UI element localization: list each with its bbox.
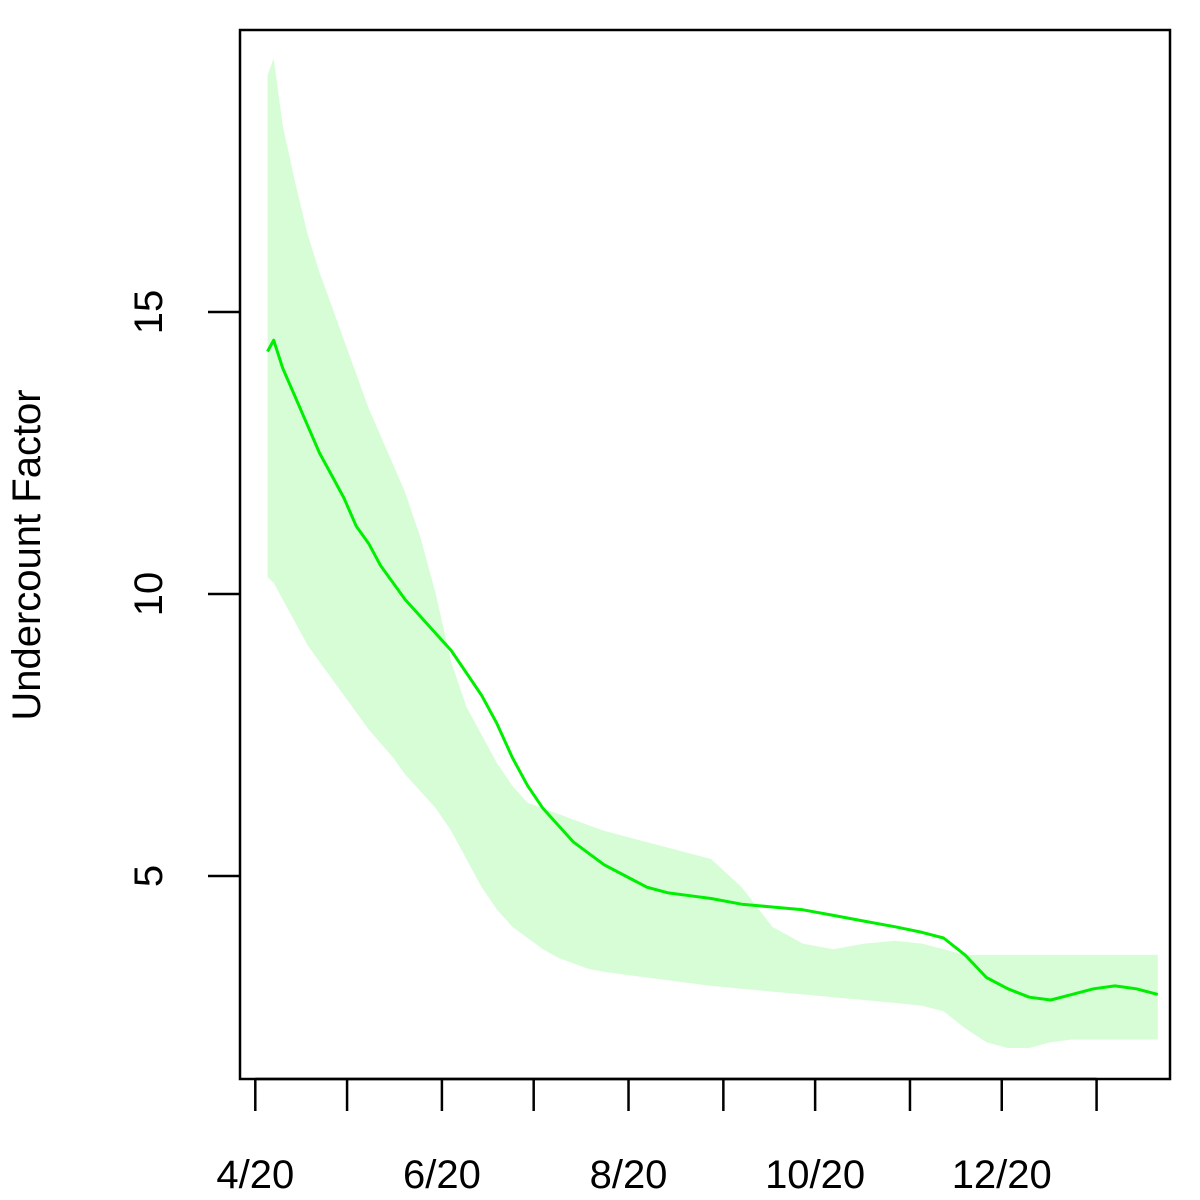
y-axis-title: Undercount Factor [5,389,49,720]
x-tick-label: 10/20 [765,1153,865,1197]
series-line [266,338,1159,1002]
x-axis: 4/20 6/20 8/20 10/20 12/20 [216,1077,1098,1197]
y-axis: 5 10 15 [127,290,240,887]
y-tick-label: 10 [127,572,171,617]
x-tick-label: 4/20 [216,1153,294,1197]
x-tick-label: 12/20 [952,1153,1052,1197]
y-tick-label: 15 [127,290,171,335]
confidence-band [267,58,1158,1048]
x-tick-label: 8/20 [590,1153,668,1197]
series-line-layer [266,338,1159,1002]
x-tick-label: 6/20 [403,1153,481,1197]
confidence-band-layer [267,58,1158,1048]
y-tick-label: 5 [127,865,171,887]
